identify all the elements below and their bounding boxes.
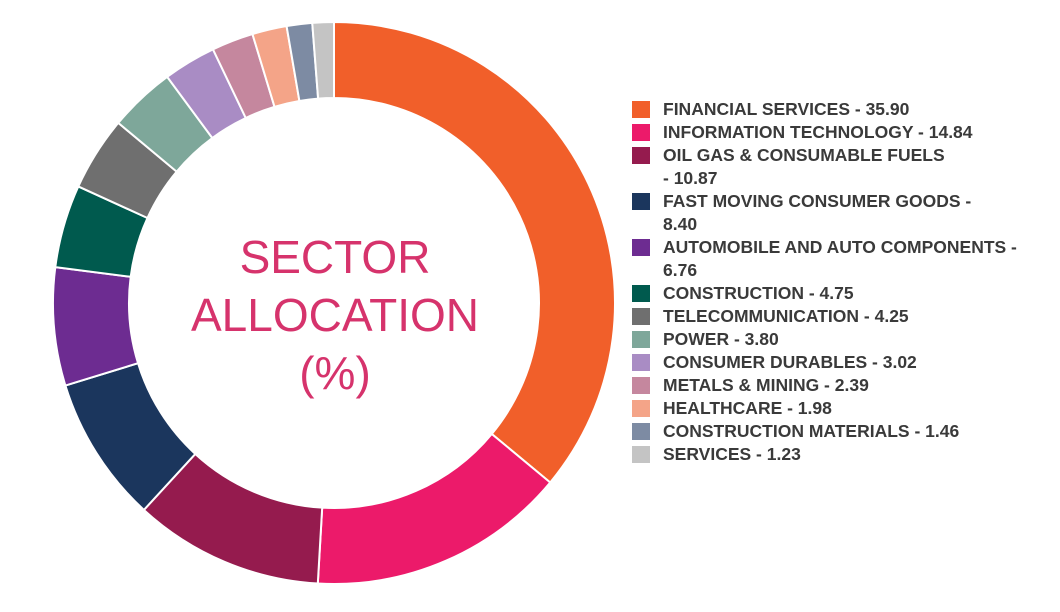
donut-chart: [52, 20, 616, 585]
legend-item: OIL GAS & CONSUMABLE FUELS - 10.87: [632, 144, 1052, 190]
legend-item: CONSUMER DURABLES - 3.02: [632, 351, 1052, 374]
legend-label: AUTOMOBILE AND AUTO COMPONENTS - 6.76: [663, 237, 1017, 280]
legend-label: POWER - 3.80: [663, 329, 779, 349]
legend-label: CONSUMER DURABLES - 3.02: [663, 352, 917, 372]
legend-swatch: [632, 446, 650, 463]
legend-item: POWER - 3.80: [632, 328, 1052, 351]
slice-1: [333, 20, 616, 484]
legend-label: INFORMATION TECHNOLOGY - 14.84: [663, 122, 973, 142]
legend-item: CONSTRUCTION MATERIALS - 1.46: [632, 420, 1052, 443]
legend-swatch: [632, 331, 650, 348]
legend-item: SERVICES - 1.23: [632, 443, 1052, 466]
legend-swatch: [632, 354, 650, 371]
legend-label: SERVICES - 1.23: [663, 444, 801, 464]
chart-title: SECTOR ALLOCATION (%): [185, 228, 485, 402]
legend-label: FINANCIAL SERVICES - 35.90: [663, 99, 910, 119]
legend-label: HEALTHCARE - 1.98: [663, 398, 832, 418]
legend-swatch: [632, 377, 650, 394]
slice-2: [316, 432, 552, 585]
legend-item: HEALTHCARE - 1.98: [632, 397, 1052, 420]
legend-swatch: [632, 308, 650, 325]
legend-label: TELECOMMUNICATION - 4.25: [663, 306, 909, 326]
legend-label: OIL GAS & CONSUMABLE FUELS - 10.87: [663, 145, 945, 188]
chart-title-line-2: ALLOCATION: [191, 289, 479, 341]
legend-item: CONSTRUCTION - 4.75: [632, 282, 1052, 305]
legend-swatch: [632, 239, 650, 256]
legend-label: METALS & MINING - 2.39: [663, 375, 869, 395]
legend-item: INFORMATION TECHNOLOGY - 14.84: [632, 121, 1052, 144]
legend-swatch: [632, 101, 650, 118]
legend-item: TELECOMMUNICATION - 4.25: [632, 305, 1052, 328]
slice-5: [52, 265, 140, 387]
legend-swatch: [632, 285, 650, 302]
legend-swatch: [632, 193, 650, 210]
legend-item: FAST MOVING CONSUMER GOODS - 8.40: [632, 190, 1052, 236]
legend-swatch: [632, 147, 650, 164]
legend-label: CONSTRUCTION MATERIALS - 1.46: [663, 421, 960, 441]
legend-item: FINANCIAL SERVICES - 35.90: [632, 98, 1052, 121]
chart-title-line-1: SECTOR: [239, 231, 431, 283]
legend-swatch: [632, 124, 650, 141]
donut-slices: [52, 20, 616, 585]
chart-title-line-3: (%): [299, 347, 371, 399]
legend-swatch: [632, 400, 650, 417]
slice-13: [311, 20, 335, 100]
legend: FINANCIAL SERVICES - 35.90 INFORMATION TE…: [632, 98, 1052, 466]
legend-label: FAST MOVING CONSUMER GOODS - 8.40: [663, 191, 972, 234]
legend-swatch: [632, 423, 650, 440]
legend-label: CONSTRUCTION - 4.75: [663, 283, 854, 303]
legend-item: METALS & MINING - 2.39: [632, 374, 1052, 397]
legend-item: AUTOMOBILE AND AUTO COMPONENTS - 6.76: [632, 236, 1052, 282]
